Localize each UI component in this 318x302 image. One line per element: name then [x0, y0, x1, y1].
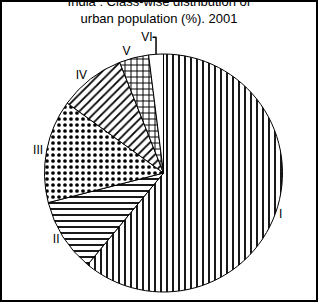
svg-text:IV: IV [76, 68, 87, 82]
svg-text:V: V [122, 44, 130, 58]
svg-text:VI: VI [141, 30, 152, 44]
svg-text:II: II [53, 232, 60, 246]
svg-text:III: III [33, 143, 43, 157]
svg-text:India : Class-wise distributio: India : Class-wise distribution ofurban … [68, 2, 251, 26]
svg-text:I: I [279, 207, 282, 221]
